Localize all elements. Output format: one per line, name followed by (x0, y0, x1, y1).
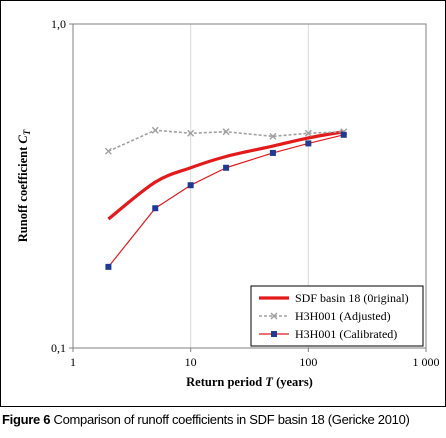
y-axis-title-symbol: C (16, 135, 30, 144)
data-point (222, 128, 230, 136)
data-point (104, 147, 112, 155)
data-point (187, 129, 195, 137)
plot-area (72, 23, 427, 349)
legend-entry-h3h001-adjusted: H3H001 (Adjusted) (259, 309, 391, 323)
data-point (340, 131, 347, 138)
figure-caption: Figure 6 Comparison of runoff coefficien… (2, 412, 444, 427)
x-axis-title-text: Return period (186, 375, 265, 389)
y-axis-title: Runoff coefficient CT (16, 129, 32, 242)
data-point (187, 182, 194, 189)
y-tick-label: 1,0 (51, 17, 66, 31)
series-sdf-basin-18-0riginal (107, 130, 345, 221)
data-point (304, 129, 312, 137)
series-h3h001-adjusted (104, 126, 348, 155)
y-axis-title-text: Runoff coefficient (16, 144, 30, 243)
x-tick-label: 10 (185, 355, 197, 369)
data-point (105, 263, 112, 270)
legend: SDF basin 18 (0riginal) H3H001 (Adjusted)… (250, 285, 424, 347)
figure-frame: 1 10 100 1 000 0,1 1,0 Return period T (year… (0, 0, 446, 407)
x-axis-title-symbol: T (265, 375, 274, 389)
legend-entry-h3h001-calibrated: H3H001 (Calibrated) (259, 327, 397, 341)
figure-caption-label: Figure 6 (2, 412, 51, 427)
legend-label: SDF basin 18 (0riginal) (295, 291, 409, 305)
data-point (152, 205, 159, 212)
y-tick-label: 0,1 (51, 341, 66, 355)
data-point (223, 164, 230, 171)
data-point (269, 132, 277, 140)
y-axis-ticks: 0,1 1,0 (51, 17, 73, 355)
legend-entries: SDF basin 18 (0riginal) H3H001 (Adjusted)… (259, 291, 409, 341)
legend-label: H3H001 (Adjusted) (295, 309, 391, 323)
data-point (305, 140, 312, 147)
x-axis-title: Return period T (years) (186, 375, 313, 389)
series-h3h001-calibrated (105, 131, 347, 270)
x-tick-label: 1 (70, 355, 76, 369)
chart: 1 10 100 1 000 0,1 1,0 Return period T (year… (16, 17, 440, 389)
series-line (107, 130, 345, 221)
legend-label: H3H001 (Calibrated) (295, 327, 397, 341)
x-tick-label: 1 000 (413, 355, 440, 369)
data-point (151, 126, 159, 134)
x-tick-label: 100 (299, 355, 317, 369)
data-point (269, 149, 276, 156)
legend-marker (270, 312, 278, 320)
x-axis-ticks: 1 10 100 1 000 (70, 348, 440, 369)
legend-marker (271, 331, 277, 337)
legend-entry-sdf-basin-18-0riginal: SDF basin 18 (0riginal) (259, 291, 409, 305)
y-axis-title-subscript: T (22, 129, 32, 135)
x-axis-title-units: (years) (273, 375, 313, 389)
series-lines (104, 126, 348, 270)
figure-caption-text: Comparison of runoff coefficients in SDF… (50, 412, 410, 427)
